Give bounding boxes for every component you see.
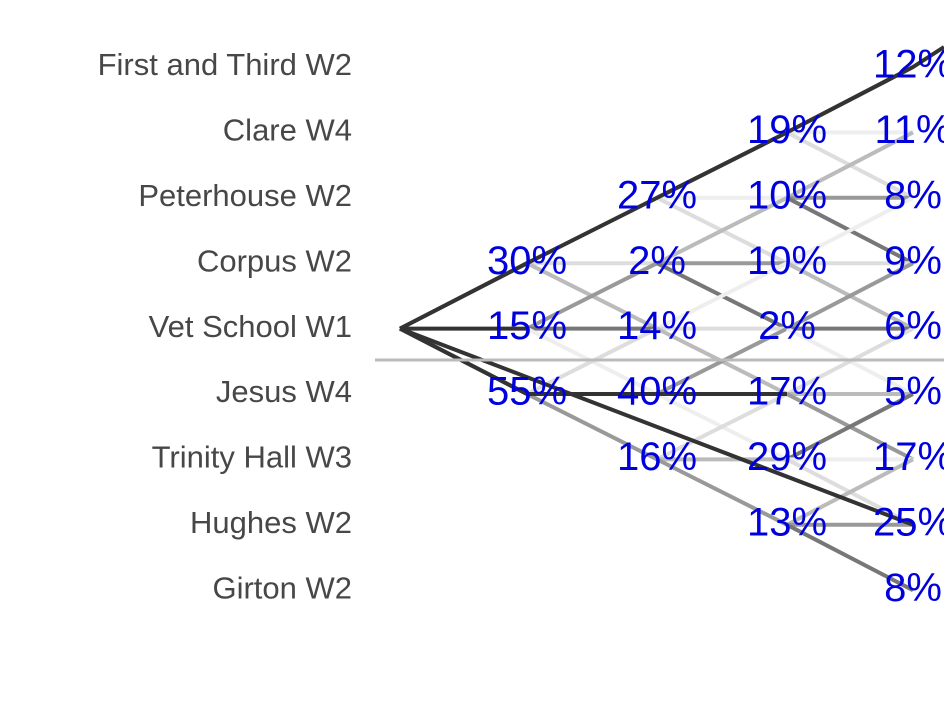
path-line xyxy=(526,392,658,462)
crew-name: Girton W2 xyxy=(212,570,352,605)
probability: 29% xyxy=(747,435,827,479)
probability: 12% xyxy=(873,43,944,87)
crew-name: Hughes W2 xyxy=(190,505,352,540)
path-line xyxy=(786,523,914,592)
crew-name: Vet School W1 xyxy=(149,309,352,344)
probability: 27% xyxy=(617,173,697,217)
crew-name: Corpus W2 xyxy=(197,243,352,278)
probability: 2% xyxy=(628,239,686,283)
path-line xyxy=(656,261,788,331)
probability: 2% xyxy=(758,304,816,348)
crew-name: Clare W4 xyxy=(223,113,352,148)
probability: 11% xyxy=(874,108,944,152)
probability: 5% xyxy=(884,370,942,414)
probability: 13% xyxy=(747,500,827,544)
path-line xyxy=(786,261,914,331)
probability: 19% xyxy=(747,108,827,152)
path-line xyxy=(656,457,788,527)
probability: 55% xyxy=(487,370,567,414)
crew-name: Jesus W4 xyxy=(216,374,352,409)
probability: 40% xyxy=(617,370,697,414)
path-line xyxy=(786,457,914,527)
path-line xyxy=(526,261,658,331)
probability: 30% xyxy=(487,239,567,283)
crew-name: Peterhouse W2 xyxy=(138,178,352,213)
probability: 10% xyxy=(747,239,827,283)
probability: 8% xyxy=(884,173,942,217)
probability: 8% xyxy=(884,566,942,610)
path-line xyxy=(656,196,788,265)
probability: 25% xyxy=(873,500,944,544)
labels: First and Third W2 Clare W4 Peterhouse W2 C… xyxy=(98,43,944,610)
probability: 10% xyxy=(747,173,827,217)
path-line xyxy=(656,392,788,462)
crew-name: Trinity Hall W3 xyxy=(152,440,352,475)
path-line xyxy=(399,45,944,331)
probability: 17% xyxy=(873,435,944,479)
probability: 16% xyxy=(617,435,697,479)
path-line xyxy=(786,392,914,462)
probability: 9% xyxy=(884,239,942,283)
probability: 14% xyxy=(617,304,697,348)
probability: 17% xyxy=(747,370,827,414)
path-line xyxy=(786,196,914,265)
probability: 15% xyxy=(487,304,567,348)
path-line xyxy=(786,130,914,200)
crew-name: First and Third W2 xyxy=(98,47,352,82)
probability: 6% xyxy=(884,304,942,348)
